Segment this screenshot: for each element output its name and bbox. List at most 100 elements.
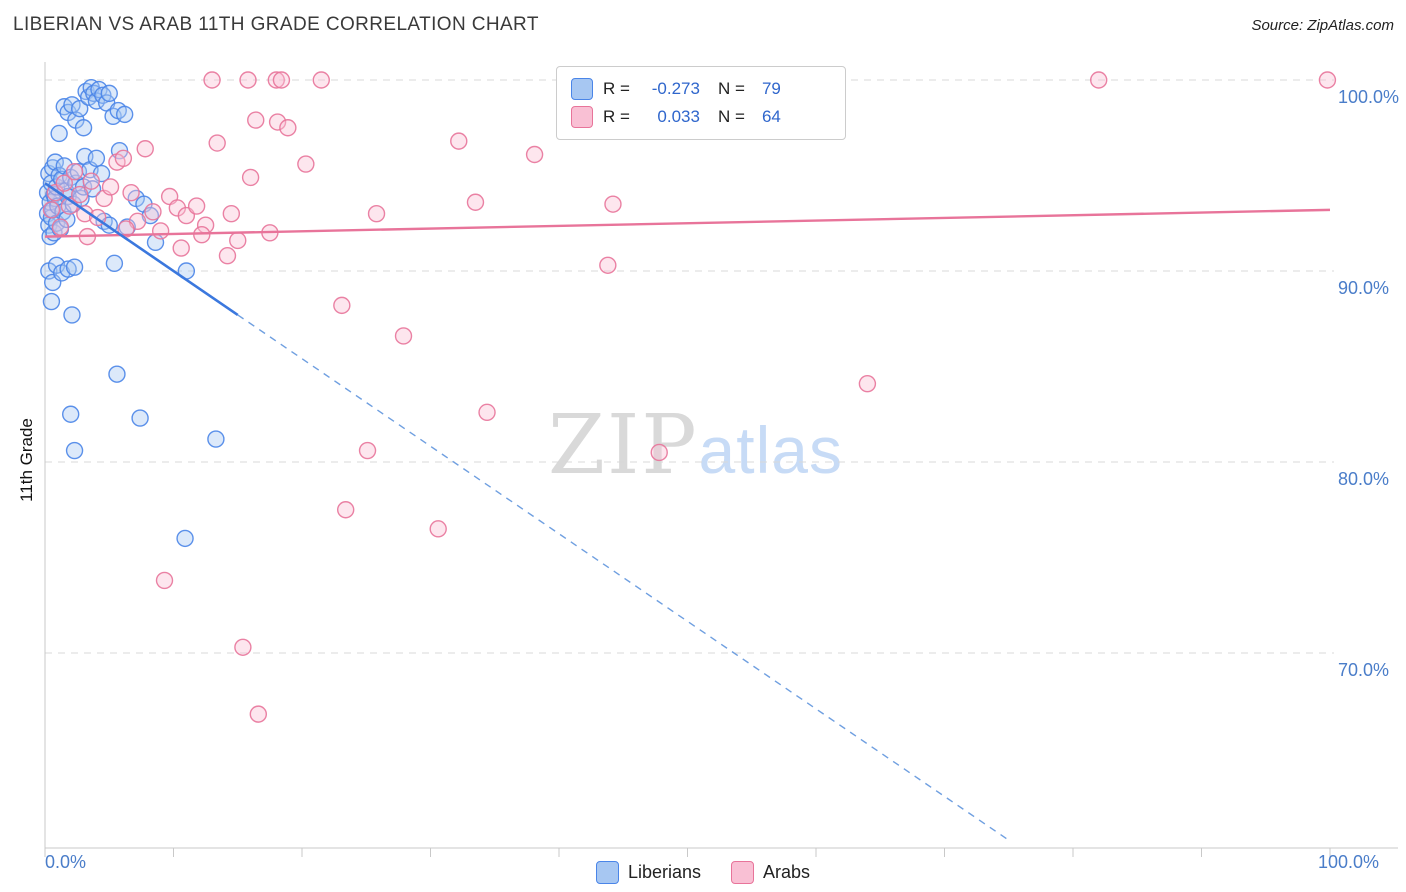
scatter-point-arabs: [525, 145, 544, 164]
scatter-point-liberians: [63, 306, 81, 324]
legend-item-label: Liberians: [627, 862, 701, 882]
legend-item-liberians[interactable]: Liberians: [595, 861, 701, 884]
r-value-liberians: -0.273: [651, 79, 700, 98]
scatter-point-arabs: [76, 204, 94, 223]
scatter-point-arabs: [241, 168, 260, 187]
scatter-point-arabs: [234, 638, 252, 656]
scatter-point-liberians: [207, 430, 225, 448]
scatter-point-liberians: [105, 254, 124, 273]
trend-line-liberians-extrapolated: [237, 314, 1010, 841]
scatter-point-arabs: [336, 501, 355, 519]
scatter-point-arabs: [429, 520, 447, 538]
legend-item-label: Arabs: [763, 862, 811, 882]
scatter-point-arabs: [267, 71, 285, 89]
watermark: ZIPatlas: [548, 398, 843, 493]
scatter-point-arabs: [114, 149, 133, 168]
scatter-point-liberians: [74, 119, 93, 137]
scatter-point-liberians: [176, 529, 194, 548]
scatter-point-arabs: [136, 140, 154, 158]
page-title: LIBERIAN VS ARAB 11TH GRADE CORRELATION …: [13, 14, 539, 35]
scatter-point-liberians: [42, 292, 61, 311]
x-axis-tick-label-min: 0.0%: [45, 852, 87, 872]
scatter-point-arabs: [172, 239, 190, 257]
scatter-point-arabs: [249, 705, 268, 723]
scatter-point-arabs: [65, 162, 84, 181]
scatter-point-arabs: [70, 185, 89, 204]
scatter-point-liberians: [65, 441, 84, 460]
trend-line-arabs: [44, 208, 1331, 238]
scatter-point-arabs: [42, 201, 61, 219]
arabs-swatch-icon: [571, 106, 593, 128]
liberians-swatch-icon: [595, 861, 619, 884]
watermark-atlas: atlas: [698, 413, 843, 487]
x-axis-tick-label-max: 100.0%: [1318, 852, 1380, 872]
r-label: R =: [603, 79, 630, 98]
r-label: R =: [603, 107, 630, 126]
scatter-point-arabs: [268, 113, 287, 131]
scatter-point-arabs: [51, 218, 70, 236]
scatter-point-arabs: [604, 195, 622, 213]
scatter-point-arabs: [144, 203, 162, 221]
scatter-point-arabs: [193, 226, 211, 244]
scatter-point-arabs: [122, 183, 140, 202]
scatter-point-arabs: [222, 204, 241, 223]
scatter-point-arabs: [858, 374, 877, 393]
scatter-point-arabs: [312, 71, 330, 89]
scatter-point-liberians: [131, 409, 149, 427]
n-label: N =: [717, 79, 745, 98]
legend-row-liberians: R = -0.273 N = 79: [571, 75, 833, 103]
trend-line-liberians-solid: [44, 182, 239, 317]
legend-row-arabs: R = 0.033 N = 64: [571, 103, 833, 131]
scatter-point-arabs: [1318, 71, 1337, 89]
scatter-point-liberians: [100, 84, 118, 103]
scatter-point-arabs: [151, 222, 170, 240]
scatter-point-arabs: [1089, 71, 1108, 89]
scatter-point-arabs: [466, 193, 485, 211]
scatter-point-arabs: [218, 247, 237, 265]
scatter-point-arabs: [208, 134, 226, 152]
scatter-point-arabs: [279, 119, 297, 137]
y-axis-tick-label: 80.0%: [1338, 469, 1389, 489]
scatter-point-arabs: [599, 256, 617, 274]
y-axis-tick-label: 90.0%: [1338, 278, 1389, 298]
scatter-point-liberians: [50, 124, 68, 143]
scatter-point-liberians: [59, 260, 77, 278]
scatter-point-arabs: [247, 111, 265, 129]
scatter-point-liberians: [70, 99, 89, 118]
scatter-point-arabs: [239, 71, 257, 89]
scatter-point-arabs: [187, 197, 206, 215]
scatter-point-arabs: [450, 132, 468, 150]
scatter-point-arabs: [367, 204, 386, 223]
scatter-point-liberians: [65, 258, 84, 276]
scatter-point-liberians: [87, 149, 106, 168]
watermark-zip: ZIP: [548, 398, 699, 493]
arabs-swatch-icon: [731, 861, 754, 884]
scatter-point-liberians: [108, 365, 126, 383]
n-value-arabs: 64: [761, 107, 781, 126]
legend-item-arabs[interactable]: Arabs: [731, 861, 810, 884]
scatter-point-liberians: [46, 153, 64, 171]
scatter-point-arabs: [358, 441, 377, 460]
scatter-point-arabs: [297, 155, 315, 173]
liberians-swatch-icon: [571, 78, 593, 100]
correlation-legend-box: R = -0.273 N = 79 R = 0.033 N = 64: [556, 66, 846, 140]
source-attribution: Source: ZipAtlas.com: [1251, 17, 1394, 34]
scatter-point-arabs: [203, 71, 221, 89]
scatter-point-arabs: [55, 174, 73, 192]
n-value-liberians: 79: [761, 79, 781, 98]
y-axis-tick-label: 70.0%: [1338, 660, 1389, 680]
scatter-point-arabs: [394, 327, 413, 345]
scatter-point-arabs: [478, 403, 496, 422]
scatter-point-arabs: [155, 571, 174, 590]
scatter-point-liberians: [61, 405, 80, 423]
n-label: N =: [717, 107, 745, 126]
r-value-arabs: 0.033: [657, 107, 700, 126]
scatter-point-arabs: [229, 231, 247, 250]
scatter-point-liberians: [115, 105, 134, 124]
scatter-point-arabs: [650, 443, 668, 462]
scatter-point-arabs: [101, 178, 120, 196]
scatter-point-arabs: [82, 172, 100, 190]
scatter-point-arabs: [272, 71, 291, 89]
y-axis-tick-label: 100.0%: [1338, 87, 1399, 107]
